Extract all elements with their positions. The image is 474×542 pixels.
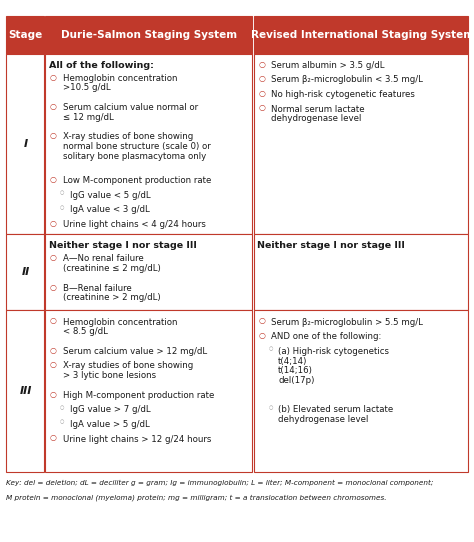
Text: Stage: Stage xyxy=(9,30,43,40)
Text: del(17p): del(17p) xyxy=(278,376,315,385)
Text: dehydrogenase level: dehydrogenase level xyxy=(271,114,362,123)
Text: Low M-component production rate: Low M-component production rate xyxy=(63,176,211,185)
Bar xyxy=(254,234,468,311)
Text: I: I xyxy=(24,139,27,149)
Text: Durie-Salmon Staging System: Durie-Salmon Staging System xyxy=(61,30,237,40)
Text: ○: ○ xyxy=(50,346,57,354)
Text: Hemoglobin concentration: Hemoglobin concentration xyxy=(63,74,177,82)
Text: (b) Elevated serum lactate: (b) Elevated serum lactate xyxy=(278,405,393,414)
Text: B—Renal failure: B—Renal failure xyxy=(63,283,131,293)
Text: Serum β₂-microglobulin > 5.5 mg/L: Serum β₂-microglobulin > 5.5 mg/L xyxy=(271,318,423,326)
Text: IgG value > 7 g/dL: IgG value > 7 g/dL xyxy=(70,405,150,414)
Text: Serum calcium value > 12 mg/dL: Serum calcium value > 12 mg/dL xyxy=(63,347,207,356)
Text: (creatinine > 2 mg/dL): (creatinine > 2 mg/dL) xyxy=(63,293,160,302)
Text: t(14;16): t(14;16) xyxy=(278,366,313,375)
Text: (a) High-risk cytogenetics: (a) High-risk cytogenetics xyxy=(278,347,389,356)
Text: ○: ○ xyxy=(60,190,64,195)
Text: ○: ○ xyxy=(50,175,57,184)
Text: ○: ○ xyxy=(50,219,57,228)
Text: Normal serum lactate: Normal serum lactate xyxy=(271,105,365,113)
Text: ○: ○ xyxy=(60,205,64,210)
Text: Neither stage I nor stage III: Neither stage I nor stage III xyxy=(49,241,197,250)
Text: ○: ○ xyxy=(50,282,57,292)
Text: ○: ○ xyxy=(50,317,57,325)
Text: ○: ○ xyxy=(258,331,265,340)
Text: Urine light chains < 4 g/24 hours: Urine light chains < 4 g/24 hours xyxy=(63,220,205,229)
Text: > 3 lytic bone lesions: > 3 lytic bone lesions xyxy=(63,371,155,380)
Text: normal bone structure (scale 0) or: normal bone structure (scale 0) or xyxy=(63,142,210,151)
Text: M protein = monoclonal (myeloma) protein; mg = milligram; t = a translocation be: M protein = monoclonal (myeloma) protein… xyxy=(6,495,386,501)
Text: dehydrogenase level: dehydrogenase level xyxy=(278,415,369,424)
Text: ○: ○ xyxy=(50,131,57,140)
Text: Key: del = deletion; dL = deciliter g = gram; Ig = immunoglobulin; L = liter; M-: Key: del = deletion; dL = deciliter g = … xyxy=(6,480,433,486)
Text: ○: ○ xyxy=(258,317,265,325)
Bar xyxy=(6,234,44,311)
Text: (creatinine ≤ 2 mg/dL): (creatinine ≤ 2 mg/dL) xyxy=(63,264,160,273)
Text: ○: ○ xyxy=(258,74,265,83)
Text: ○: ○ xyxy=(258,104,265,112)
Text: ○: ○ xyxy=(60,420,64,424)
Text: t(4;14): t(4;14) xyxy=(278,357,308,365)
Text: AND one of the following:: AND one of the following: xyxy=(271,332,382,341)
Text: solitary bone plasmacytoma only: solitary bone plasmacytoma only xyxy=(63,152,206,160)
Bar xyxy=(6,311,44,472)
Bar xyxy=(254,311,468,472)
Text: IgA value < 3 g/dL: IgA value < 3 g/dL xyxy=(70,205,149,214)
Text: ≤ 12 mg/dL: ≤ 12 mg/dL xyxy=(63,113,113,121)
Text: A—No renal failure: A—No renal failure xyxy=(63,254,143,263)
Text: X-ray studies of bone showing: X-ray studies of bone showing xyxy=(63,362,193,370)
Text: Neither stage I nor stage III: Neither stage I nor stage III xyxy=(257,241,405,250)
Text: Hemoglobin concentration: Hemoglobin concentration xyxy=(63,318,177,326)
Text: III: III xyxy=(19,386,32,396)
Bar xyxy=(254,16,468,54)
Text: ○: ○ xyxy=(50,434,57,442)
Text: ○: ○ xyxy=(258,60,265,68)
Bar xyxy=(45,54,252,234)
Bar xyxy=(6,54,44,234)
Text: IgG value < 5 g/dL: IgG value < 5 g/dL xyxy=(70,191,150,199)
Text: Serum β₂-microglobulin < 3.5 mg/L: Serum β₂-microglobulin < 3.5 mg/L xyxy=(271,75,423,84)
Bar xyxy=(45,234,252,311)
Text: ○: ○ xyxy=(50,253,57,262)
Text: IgA value > 5 g/dL: IgA value > 5 g/dL xyxy=(70,420,149,429)
Text: X-ray studies of bone showing: X-ray studies of bone showing xyxy=(63,132,193,141)
Text: ○: ○ xyxy=(50,102,57,111)
Text: Serum albumin > 3.5 g/dL: Serum albumin > 3.5 g/dL xyxy=(271,61,384,69)
Text: Serum calcium value normal or: Serum calcium value normal or xyxy=(63,103,198,112)
Text: All of the following:: All of the following: xyxy=(49,61,154,69)
Bar xyxy=(6,16,44,54)
Text: Revised International Staging System: Revised International Staging System xyxy=(251,30,474,40)
Text: ○: ○ xyxy=(269,405,273,410)
Bar xyxy=(45,16,252,54)
Bar xyxy=(45,311,252,472)
Bar xyxy=(254,54,468,234)
Text: Urine light chains > 12 g/24 hours: Urine light chains > 12 g/24 hours xyxy=(63,435,211,443)
Text: ○: ○ xyxy=(60,405,64,410)
Text: No high-risk cytogenetic features: No high-risk cytogenetic features xyxy=(271,90,415,99)
Text: High M-component production rate: High M-component production rate xyxy=(63,391,214,399)
Text: ○: ○ xyxy=(258,89,265,98)
Text: >10.5 g/dL: >10.5 g/dL xyxy=(63,83,110,92)
Text: II: II xyxy=(21,267,30,278)
Text: ○: ○ xyxy=(50,360,57,369)
Text: < 8.5 g/dL: < 8.5 g/dL xyxy=(63,327,108,336)
Text: ○: ○ xyxy=(269,346,273,351)
Text: ○: ○ xyxy=(50,390,57,398)
Text: ○: ○ xyxy=(50,73,57,81)
